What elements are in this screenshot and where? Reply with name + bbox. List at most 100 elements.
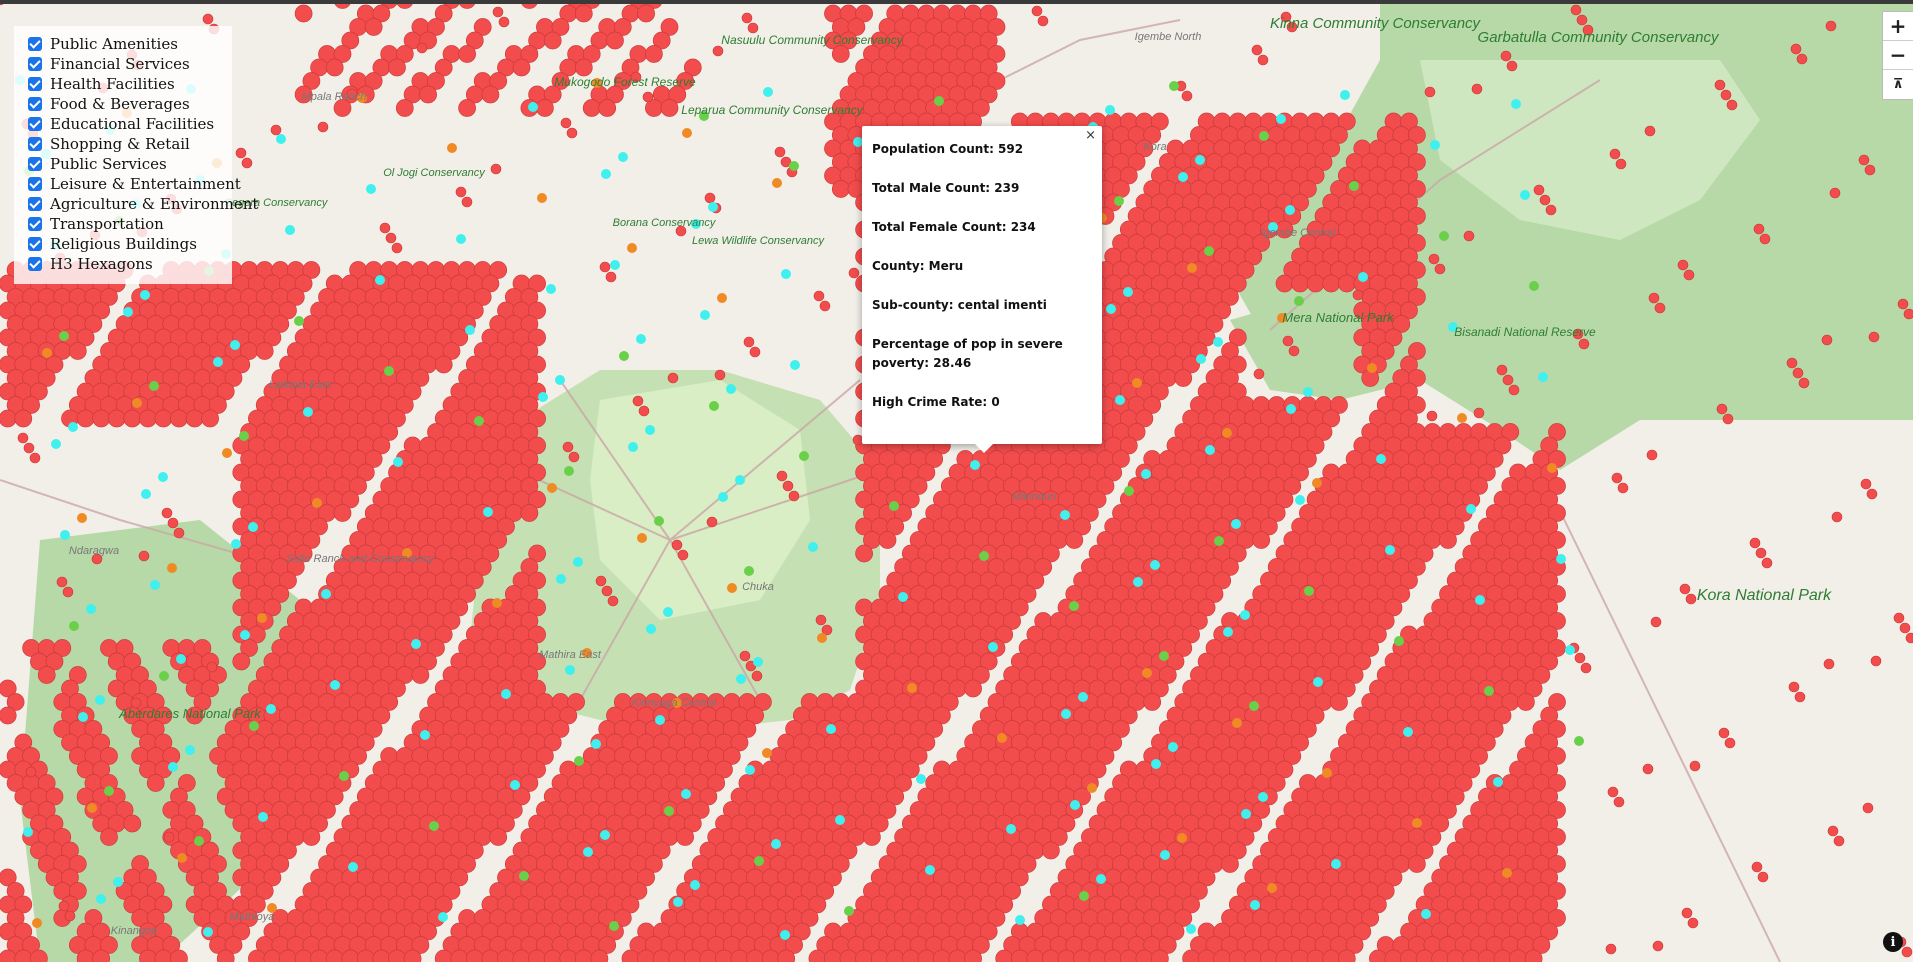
h3-hexagon[interactable] bbox=[489, 531, 508, 549]
h3-hexagon[interactable] bbox=[520, 315, 539, 333]
h3-hexagon[interactable] bbox=[473, 288, 492, 306]
h3-hexagon[interactable] bbox=[528, 598, 546, 617]
h3-hexagon[interactable] bbox=[1221, 558, 1239, 576]
h3-hexagon[interactable] bbox=[481, 85, 500, 104]
h3-hexagon[interactable] bbox=[1408, 261, 1426, 279]
poi-marker[interactable] bbox=[1286, 404, 1296, 414]
poi-marker[interactable] bbox=[600, 830, 610, 840]
h3-hexagon[interactable] bbox=[520, 45, 539, 63]
layer-checkbox[interactable] bbox=[28, 157, 42, 171]
h3-hexagon[interactable] bbox=[520, 342, 539, 360]
h3-hexagon[interactable] bbox=[886, 517, 905, 536]
h3-hexagon[interactable] bbox=[1213, 301, 1232, 320]
h3-hexagon[interactable] bbox=[92, 409, 111, 428]
poi-marker[interactable] bbox=[483, 507, 493, 517]
h3-hexagon[interactable] bbox=[1065, 531, 1084, 549]
poi-marker[interactable] bbox=[717, 293, 727, 303]
h3-hexagon[interactable] bbox=[1190, 612, 1208, 630]
h3-hexagon[interactable] bbox=[349, 477, 367, 495]
h3-hexagon[interactable] bbox=[1548, 423, 1566, 441]
h3-hexagon[interactable] bbox=[595, 575, 607, 587]
h3-hexagon[interactable] bbox=[232, 355, 251, 374]
h3-hexagon[interactable] bbox=[747, 22, 759, 34]
h3-hexagon[interactable] bbox=[1415, 544, 1434, 563]
poi-marker[interactable] bbox=[1160, 850, 1170, 860]
layer-toggle-row[interactable]: Shopping & Retail bbox=[28, 134, 232, 154]
h3-hexagon[interactable] bbox=[1683, 269, 1695, 281]
h3-hexagon[interactable] bbox=[497, 517, 515, 536]
poi-marker[interactable] bbox=[249, 721, 259, 731]
poi-marker[interactable] bbox=[789, 161, 799, 171]
poi-marker[interactable] bbox=[1177, 833, 1187, 843]
poi-marker[interactable] bbox=[664, 806, 674, 816]
h3-hexagon[interactable] bbox=[1306, 274, 1325, 293]
h3-hexagon[interactable] bbox=[1288, 345, 1300, 357]
poi-marker[interactable] bbox=[213, 357, 223, 367]
h3-hexagon[interactable] bbox=[1197, 598, 1216, 617]
h3-hexagon[interactable] bbox=[1282, 335, 1294, 347]
h3-hexagon[interactable] bbox=[1314, 423, 1333, 441]
poi-marker[interactable] bbox=[411, 639, 421, 649]
layer-toggle-row[interactable]: Public Amenities bbox=[28, 34, 232, 54]
h3-hexagon[interactable] bbox=[17, 432, 29, 444]
h3-hexagon[interactable] bbox=[1439, 531, 1457, 549]
h3-hexagon[interactable] bbox=[37, 666, 56, 684]
h3-hexagon[interactable] bbox=[815, 614, 827, 626]
h3-hexagon[interactable] bbox=[1291, 463, 1309, 482]
poi-marker[interactable] bbox=[113, 877, 123, 887]
h3-hexagon[interactable] bbox=[1376, 342, 1395, 360]
h3-hexagon[interactable] bbox=[294, 85, 313, 104]
poi-marker[interactable] bbox=[1430, 140, 1440, 150]
h3-hexagon[interactable] bbox=[1652, 940, 1664, 952]
h3-hexagon[interactable] bbox=[1493, 436, 1512, 455]
h3-hexagon[interactable] bbox=[492, 6, 504, 18]
h3-hexagon[interactable] bbox=[1870, 655, 1882, 667]
poi-marker[interactable] bbox=[456, 234, 466, 244]
layer-toggle-row[interactable]: H3 Hexagons bbox=[28, 254, 232, 274]
poi-marker[interactable] bbox=[898, 592, 908, 602]
h3-hexagon[interactable] bbox=[1825, 20, 1837, 32]
h3-hexagon[interactable] bbox=[185, 409, 204, 428]
h3-hexagon[interactable] bbox=[302, 72, 321, 90]
h3-hexagon[interactable] bbox=[1151, 382, 1169, 401]
poi-marker[interactable] bbox=[673, 897, 683, 907]
h3-hexagon[interactable] bbox=[1548, 531, 1566, 549]
poi-marker[interactable] bbox=[1322, 768, 1332, 778]
h3-hexagon[interactable] bbox=[23, 442, 35, 454]
h3-hexagon[interactable] bbox=[1901, 946, 1913, 958]
h3-hexagon[interactable] bbox=[1470, 477, 1488, 495]
h3-hexagon[interactable] bbox=[1823, 658, 1835, 670]
h3-hexagon[interactable] bbox=[364, 18, 383, 36]
h3-hexagon[interactable] bbox=[1540, 544, 1559, 563]
h3-hexagon[interactable] bbox=[1613, 796, 1625, 808]
poi-marker[interactable] bbox=[744, 566, 754, 576]
h3-hexagon[interactable] bbox=[1127, 153, 1146, 171]
h3-hexagon[interactable] bbox=[1761, 557, 1773, 569]
h3-hexagon[interactable] bbox=[1010, 598, 1029, 617]
poi-marker[interactable] bbox=[1385, 545, 1395, 555]
h3-hexagon[interactable] bbox=[385, 232, 397, 244]
poi-marker[interactable] bbox=[429, 821, 439, 831]
h3-hexagon[interactable] bbox=[1714, 79, 1726, 91]
poi-marker[interactable] bbox=[1556, 554, 1566, 564]
h3-hexagon[interactable] bbox=[411, 369, 430, 387]
h3-hexagon[interactable] bbox=[1897, 298, 1909, 310]
h3-hexagon[interactable] bbox=[1687, 917, 1699, 929]
h3-hexagon[interactable] bbox=[551, 72, 570, 90]
h3-hexagon[interactable] bbox=[606, 85, 624, 104]
h3-hexagon[interactable] bbox=[1119, 436, 1138, 455]
h3-hexagon[interactable] bbox=[1540, 517, 1559, 536]
h3-hexagon[interactable] bbox=[894, 504, 912, 522]
poi-marker[interactable] bbox=[1484, 686, 1494, 696]
h3-hexagon[interactable] bbox=[372, 4, 391, 23]
h3-hexagon[interactable] bbox=[706, 516, 718, 528]
poi-marker[interactable] bbox=[60, 530, 70, 540]
poi-marker[interactable] bbox=[1204, 246, 1214, 256]
h3-hexagon[interactable] bbox=[520, 423, 539, 441]
h3-hexagon[interactable] bbox=[1722, 413, 1734, 425]
h3-hexagon[interactable] bbox=[498, 16, 510, 28]
h3-hexagon[interactable] bbox=[582, 99, 601, 117]
layer-checkbox[interactable] bbox=[28, 137, 42, 151]
h3-hexagon[interactable] bbox=[1257, 54, 1269, 66]
h3-hexagon[interactable] bbox=[170, 409, 188, 428]
